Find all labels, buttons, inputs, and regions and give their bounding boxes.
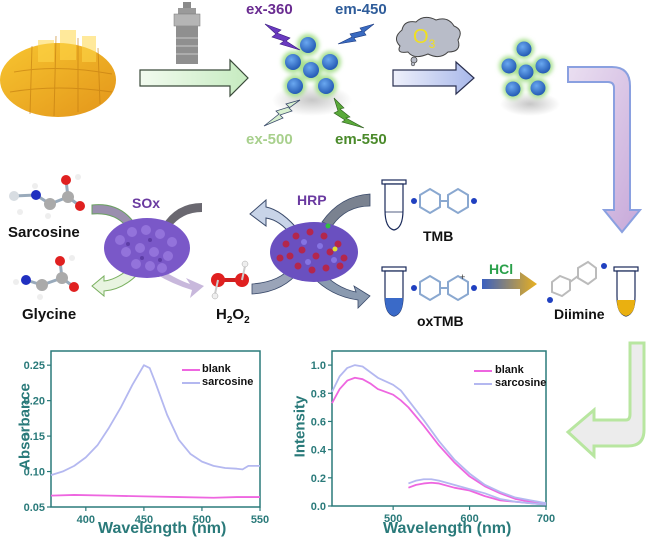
- emission-450-bolt-icon: [337, 23, 375, 45]
- legend-sarcosine: sarcosine: [202, 376, 254, 388]
- diimine-label: Diimine: [554, 306, 605, 322]
- hrp-label: HRP: [297, 192, 327, 208]
- absorbance-chart: 0.05 0.10 0.15 0.20 0.25 400 450 500 550 Absorba…: [0, 340, 290, 544]
- absorbance-y-axis-label: Absorbance: [16, 383, 34, 470]
- svg-text:0.05: 0.05: [24, 502, 45, 514]
- glycine-label: Glycine: [22, 306, 77, 323]
- tmb-molecule-icon: [411, 187, 477, 215]
- oxtmb-molecule-icon: +: [411, 272, 477, 302]
- svg-text:0.15: 0.15: [24, 431, 45, 443]
- ozone-label: O3: [413, 26, 436, 51]
- flow-down-arrow: [567, 66, 643, 234]
- hcl-label: HCl: [489, 261, 514, 277]
- sarcosine-label: Sarcosine: [8, 224, 80, 241]
- h2o2-molecule-icon: [211, 260, 249, 300]
- fluorescence-plot-area: 0.0 0.2 0.4 0.6 0.8 1.0 500 600 700: [311, 350, 555, 525]
- svg-text:600: 600: [460, 513, 478, 525]
- hcl-arrow: [482, 272, 537, 296]
- ozone-cloud-icon: [396, 16, 461, 67]
- oxidized-dots-cluster: [499, 39, 560, 116]
- legend-sarcosine: sarcosine: [495, 377, 547, 389]
- svg-text:0.25: 0.25: [24, 360, 45, 372]
- sox-glycine-out-arrow: [91, 267, 139, 298]
- tmb-label: TMB: [423, 228, 454, 244]
- legend-blank: blank: [495, 364, 524, 376]
- ozone-treatment-arrow: [392, 60, 475, 96]
- svg-text:0.0: 0.0: [311, 501, 326, 513]
- oxtmb-tube-icon: [381, 266, 407, 317]
- fluorescence-chart: 0.0 0.2 0.4 0.6 0.8 1.0 500 600 700 Intensity Wa…: [290, 340, 580, 544]
- sox-enzyme-structure: [104, 218, 190, 278]
- svg-text:550: 550: [251, 514, 269, 526]
- emission-550-label: em-550: [335, 131, 387, 148]
- hrp-out-left-arrow: [249, 198, 301, 237]
- svg-text:0.10: 0.10: [24, 467, 45, 479]
- flow-return-arrow: [565, 341, 646, 460]
- excitation-360-bolt-icon: [264, 23, 301, 51]
- carbon-dots-cluster: [272, 34, 352, 116]
- synthesis-arrow: [139, 58, 249, 98]
- svg-text:450: 450: [135, 514, 153, 526]
- svg-text:500: 500: [384, 513, 402, 525]
- svg-text:0.2: 0.2: [311, 473, 326, 485]
- svg-text:+: +: [460, 272, 465, 282]
- diimine-molecule-icon: [547, 260, 607, 303]
- oxtmb-label: oxTMB: [417, 313, 464, 329]
- sox-o2-in-arrow: [162, 203, 202, 228]
- emission-550-bolt-icon: [333, 97, 365, 129]
- intensity-y-axis-label: Intensity: [291, 395, 309, 458]
- emission-450-label: em-450: [335, 1, 387, 18]
- absorbance-x-axis-label: Wavelength (nm): [98, 520, 227, 537]
- sox-h2o2-out-arrow: [156, 270, 204, 298]
- svg-text:0.4: 0.4: [311, 445, 327, 457]
- svg-text:500: 500: [193, 514, 211, 526]
- sarcosine-molecule-icon: [9, 174, 85, 219]
- autoclave-icon: [173, 2, 201, 64]
- svg-text:0.20: 0.20: [24, 396, 45, 408]
- hrp-enzyme-structure: [270, 222, 358, 282]
- mango-image: [0, 30, 116, 117]
- h2o2-label: H2O2: [216, 306, 250, 326]
- diimine-tube-icon: [613, 266, 639, 317]
- svg-text:0.8: 0.8: [311, 388, 326, 400]
- tmb-tube-icon: [381, 179, 407, 231]
- hrp-tmb-in-arrow: [321, 193, 371, 227]
- legend-blank: blank: [202, 363, 231, 375]
- intensity-x-axis-label: Wavelength (nm): [383, 520, 512, 537]
- excitation-500-bolt-icon: [263, 99, 301, 127]
- svg-text:0.6: 0.6: [311, 416, 326, 428]
- glycine-molecule-icon: [13, 255, 79, 300]
- svg-text:1.0: 1.0: [311, 360, 326, 372]
- excitation-360-label: ex-360: [246, 1, 293, 18]
- svg-text:400: 400: [77, 514, 95, 526]
- svg-text:700: 700: [537, 513, 555, 525]
- sox-label: SOx: [132, 195, 161, 211]
- excitation-500-label: ex-500: [246, 131, 293, 148]
- absorbance-plot-area: 0.05 0.10 0.15 0.20 0.25 400 450 500 550: [24, 350, 269, 526]
